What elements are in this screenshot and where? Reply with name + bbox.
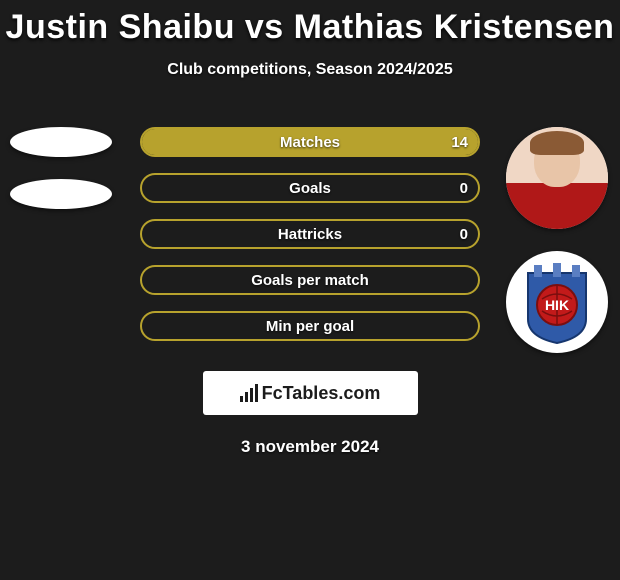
stat-bar: Matches14 [140, 127, 480, 157]
club-crest-icon: HIK [514, 259, 600, 345]
stat-bar: Goals0 [140, 173, 480, 203]
player1-club-placeholder [10, 179, 112, 209]
stat-bar: Goals per match [140, 265, 480, 295]
bar-label: Matches [142, 129, 478, 155]
player1-avatar-placeholder [10, 127, 112, 157]
bar-label: Min per goal [142, 313, 478, 339]
bar-value-right: 0 [460, 175, 468, 201]
bars-chart-icon [240, 384, 258, 402]
player2-face-graphic [506, 127, 608, 229]
subtitle: Club competitions, Season 2024/2025 [0, 61, 620, 79]
stat-bar: Min per goal [140, 311, 480, 341]
bar-label: Goals [142, 175, 478, 201]
stats-area: Matches14Goals0Hattricks0Goals per match… [0, 127, 620, 357]
bar-value-right: 0 [460, 221, 468, 247]
page-title: Justin Shaibu vs Mathias Kristensen [0, 0, 620, 47]
bar-label: Hattricks [142, 221, 478, 247]
fctables-badge: FcTables.com [203, 371, 418, 415]
stat-bar: Hattricks0 [140, 219, 480, 249]
player2-avatar [506, 127, 608, 229]
player2-club-logo: HIK [506, 251, 608, 353]
bar-label: Goals per match [142, 267, 478, 293]
date: 3 november 2024 [0, 437, 620, 457]
badge-text: FcTables.com [262, 383, 381, 404]
left-player-column [10, 127, 112, 231]
club-letters: HIK [545, 297, 569, 313]
right-player-column: HIK [506, 127, 608, 353]
stat-bars: Matches14Goals0Hattricks0Goals per match… [140, 127, 480, 357]
bar-value-right: 14 [451, 129, 468, 155]
